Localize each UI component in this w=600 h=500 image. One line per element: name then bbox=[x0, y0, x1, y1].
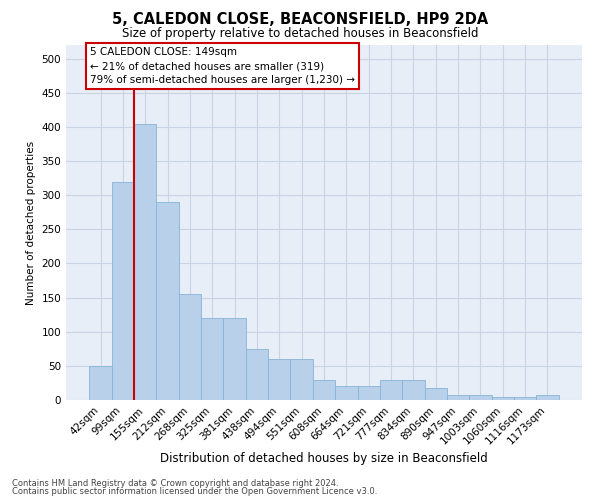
Text: 5, CALEDON CLOSE, BEACONSFIELD, HP9 2DA: 5, CALEDON CLOSE, BEACONSFIELD, HP9 2DA bbox=[112, 12, 488, 28]
Text: Contains public sector information licensed under the Open Government Licence v3: Contains public sector information licen… bbox=[12, 487, 377, 496]
Bar bbox=[402, 380, 425, 400]
Bar bbox=[134, 124, 157, 400]
Bar bbox=[313, 380, 335, 400]
Bar bbox=[268, 359, 290, 400]
Bar bbox=[514, 396, 536, 400]
Y-axis label: Number of detached properties: Number of detached properties bbox=[26, 140, 36, 304]
Bar bbox=[536, 395, 559, 400]
Bar bbox=[358, 386, 380, 400]
Text: Contains HM Land Registry data © Crown copyright and database right 2024.: Contains HM Land Registry data © Crown c… bbox=[12, 478, 338, 488]
Text: 5 CALEDON CLOSE: 149sqm
← 21% of detached houses are smaller (319)
79% of semi-d: 5 CALEDON CLOSE: 149sqm ← 21% of detache… bbox=[90, 47, 355, 85]
Bar bbox=[201, 318, 223, 400]
Bar bbox=[112, 182, 134, 400]
X-axis label: Distribution of detached houses by size in Beaconsfield: Distribution of detached houses by size … bbox=[160, 452, 488, 465]
Bar bbox=[246, 349, 268, 400]
Bar bbox=[179, 294, 201, 400]
Bar bbox=[335, 386, 358, 400]
Bar bbox=[380, 380, 402, 400]
Bar bbox=[425, 388, 447, 400]
Bar bbox=[447, 394, 469, 400]
Bar bbox=[290, 359, 313, 400]
Bar bbox=[157, 202, 179, 400]
Bar bbox=[223, 318, 246, 400]
Bar bbox=[469, 395, 491, 400]
Bar bbox=[89, 366, 112, 400]
Bar bbox=[491, 396, 514, 400]
Text: Size of property relative to detached houses in Beaconsfield: Size of property relative to detached ho… bbox=[122, 28, 478, 40]
